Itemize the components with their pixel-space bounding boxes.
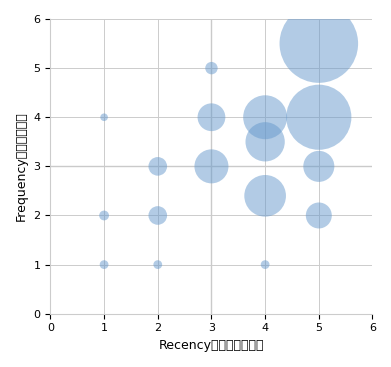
Point — [262, 114, 268, 120]
Point — [316, 212, 322, 218]
Point — [155, 212, 161, 218]
Point — [262, 139, 268, 145]
Point — [155, 262, 161, 268]
Point — [101, 114, 107, 120]
Y-axis label: Frequency（購入頻度）: Frequency（購入頻度） — [15, 112, 28, 221]
Point — [262, 262, 268, 268]
Point — [262, 193, 268, 199]
X-axis label: Recency（最新購入日）: Recency（最新購入日） — [159, 339, 264, 352]
Point — [208, 163, 215, 169]
Point — [101, 262, 107, 268]
Point — [208, 65, 215, 71]
Point — [208, 114, 215, 120]
Point — [101, 212, 107, 218]
Point — [155, 163, 161, 169]
Point — [316, 114, 322, 120]
Point — [316, 163, 322, 169]
Point — [316, 41, 322, 47]
